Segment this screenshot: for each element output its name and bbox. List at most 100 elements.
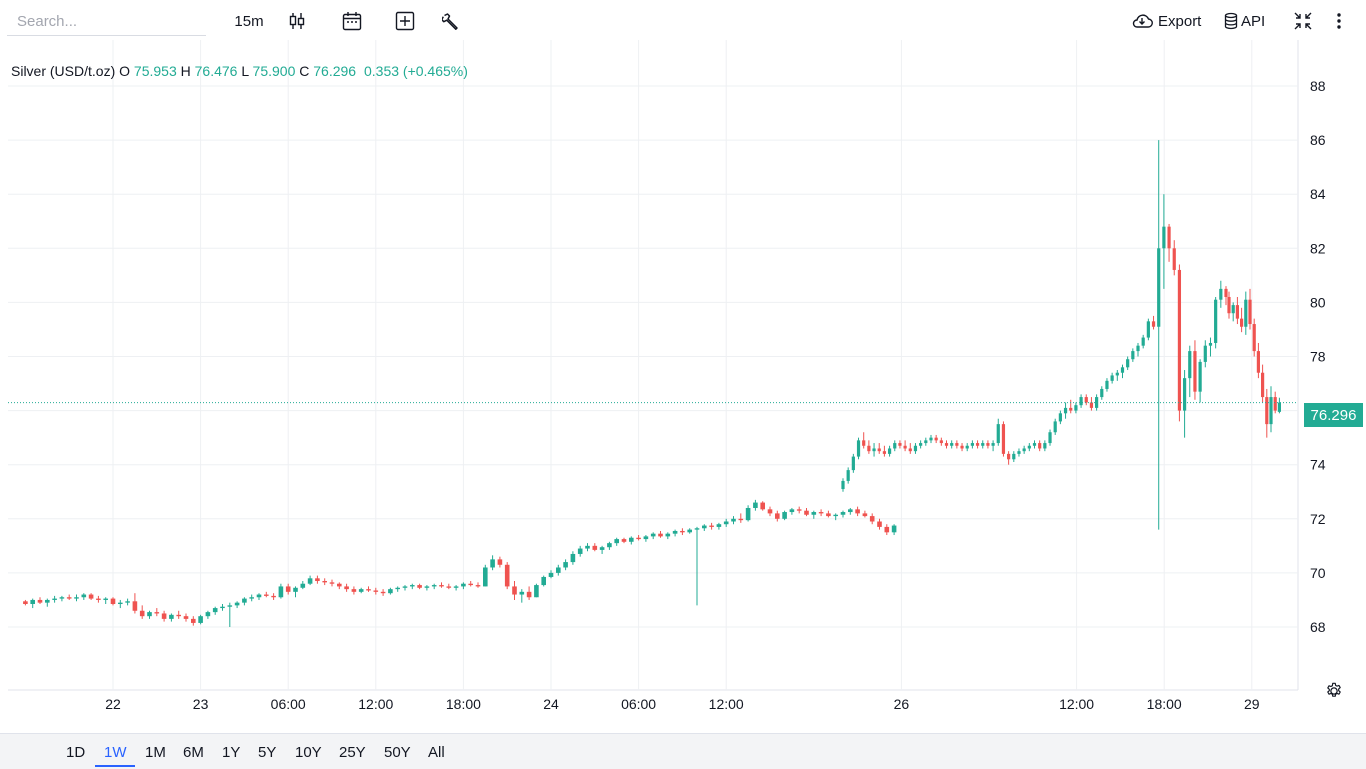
candle-body — [1182, 378, 1187, 411]
candle — [672, 529, 678, 537]
candle-body — [1265, 397, 1269, 425]
candle — [621, 537, 627, 544]
range-50y[interactable]: 50Y — [384, 744, 411, 761]
candle — [1053, 418, 1057, 435]
candle-body — [1079, 397, 1083, 406]
y-tick-label: 84 — [1310, 186, 1326, 202]
candle-body — [431, 585, 437, 587]
candle-body — [1100, 388, 1104, 398]
candle — [694, 526, 700, 606]
candle-body — [1007, 453, 1011, 460]
candle-body — [965, 445, 969, 449]
range-5y[interactable]: 5Y — [258, 744, 277, 761]
candle-body — [1248, 299, 1252, 325]
candle — [846, 467, 850, 484]
candle — [960, 443, 964, 452]
range-25y[interactable]: 25Y — [339, 744, 366, 761]
interval-button[interactable]: 15m — [234, 12, 264, 30]
candle — [264, 591, 269, 598]
candle-body — [373, 590, 379, 592]
candle — [1224, 286, 1228, 306]
candle-body — [636, 537, 641, 540]
candle — [753, 499, 758, 511]
candle — [1182, 370, 1187, 438]
more-options-icon[interactable] — [1331, 8, 1347, 34]
candlestick-type-icon[interactable] — [286, 8, 308, 34]
candle — [636, 535, 641, 541]
y-tick-label: 68 — [1310, 619, 1326, 635]
candle-body — [970, 443, 974, 446]
candle — [139, 605, 145, 619]
price-chart[interactable]: 8886848280787674727068 222306:0012:0018:… — [0, 40, 1366, 732]
candle — [955, 440, 959, 449]
candle-body — [344, 586, 349, 590]
range-10y[interactable]: 10Y — [295, 744, 322, 761]
candle — [826, 510, 831, 518]
candle — [1167, 223, 1171, 262]
collapse-icon[interactable] — [1292, 8, 1314, 34]
candle-body — [1277, 402, 1281, 412]
database-icon — [1224, 12, 1238, 30]
candle-body — [212, 608, 218, 613]
candle — [1151, 315, 1156, 330]
candle — [1235, 296, 1239, 325]
candle — [541, 575, 546, 587]
candle-body — [45, 599, 50, 603]
candle — [307, 575, 313, 586]
candle-body — [851, 456, 855, 471]
candle — [74, 594, 79, 602]
x-tick-label: 26 — [894, 696, 910, 712]
range-6m[interactable]: 6M — [183, 744, 204, 761]
candle-body — [234, 602, 240, 606]
candle-body — [650, 533, 656, 537]
candle — [789, 507, 795, 515]
range-bar — [0, 733, 1366, 769]
candle — [607, 541, 612, 550]
range-1w[interactable]: 1W — [104, 744, 127, 761]
candle — [782, 510, 787, 521]
search-input[interactable] — [7, 8, 206, 36]
candle-body — [278, 586, 284, 598]
candle — [1256, 342, 1260, 379]
candle — [1252, 318, 1256, 357]
candle — [856, 437, 861, 460]
candle — [256, 593, 262, 600]
calendar-icon[interactable] — [341, 8, 363, 34]
add-indicator-icon[interactable] — [394, 8, 416, 34]
candle — [1043, 440, 1047, 452]
candle — [1120, 364, 1125, 379]
candle-body — [1001, 424, 1006, 454]
candle — [680, 528, 685, 536]
export-button[interactable]: Export — [1131, 8, 1205, 34]
top-toolbar: 15m Export API — [0, 0, 1366, 42]
candle-body — [1231, 305, 1235, 314]
candle-body — [1058, 413, 1062, 422]
range-1y[interactable]: 1Y — [222, 744, 241, 761]
candle — [1146, 318, 1150, 341]
candle — [1244, 291, 1248, 335]
cloud-download-icon — [1132, 14, 1153, 28]
api-button[interactable]: API — [1224, 8, 1270, 34]
x-tick-label: 18:00 — [446, 696, 481, 712]
range-1m[interactable]: 1M — [145, 744, 166, 761]
candle — [570, 551, 576, 565]
candle-body — [59, 597, 65, 599]
candle — [731, 516, 736, 525]
chart-settings-gear-icon[interactable] — [1325, 682, 1343, 700]
candle-body — [534, 585, 539, 598]
candle — [944, 440, 949, 449]
candle — [908, 443, 912, 454]
x-tick-label: 12:00 — [358, 696, 393, 712]
range-all[interactable]: All — [428, 744, 445, 761]
candle-body — [293, 587, 298, 592]
y-tick-label: 78 — [1310, 349, 1326, 365]
candle-body — [1208, 342, 1213, 346]
wrench-icon[interactable] — [441, 8, 461, 34]
candle — [1115, 370, 1119, 381]
candle-body — [191, 618, 196, 623]
range-1d[interactable]: 1D — [66, 744, 86, 761]
candle-body — [869, 516, 875, 522]
candle — [1074, 402, 1078, 414]
candle — [1126, 356, 1130, 371]
candle — [132, 593, 138, 614]
